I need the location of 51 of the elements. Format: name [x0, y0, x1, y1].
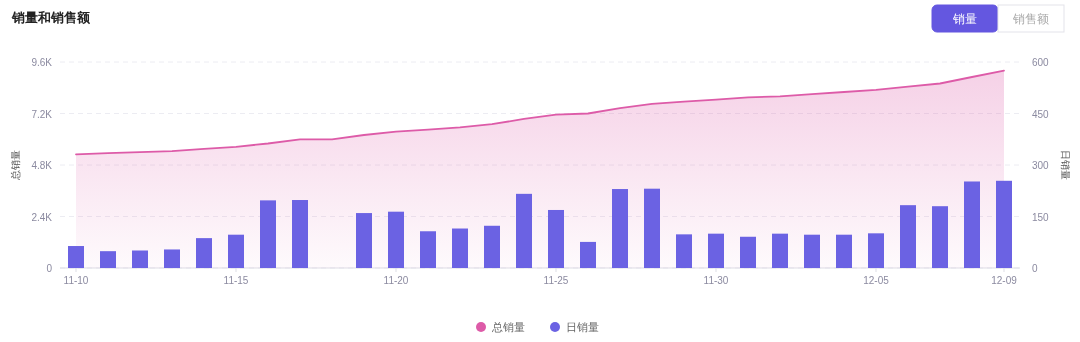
- bar: [452, 228, 468, 268]
- bar: [804, 234, 820, 268]
- x-tick-label: 11-25: [543, 275, 569, 286]
- y-tick-label: 0: [46, 263, 53, 274]
- bar: [676, 234, 692, 268]
- y-tick-label: 4.8K: [31, 160, 53, 171]
- bar: [644, 188, 660, 268]
- bar: [772, 233, 788, 268]
- bar: [996, 180, 1012, 268]
- bar: [836, 234, 852, 268]
- legend-label: 总销量: [491, 321, 525, 333]
- bar: [100, 251, 116, 268]
- y2-tick-label: 0: [1032, 263, 1038, 274]
- y-tick-label: 2.4K: [31, 211, 53, 223]
- bar: [68, 246, 84, 268]
- bar: [484, 225, 500, 268]
- bar: [868, 233, 884, 268]
- x-tick-label: 12-09: [991, 275, 1018, 286]
- bar: [228, 234, 244, 268]
- bar: [196, 238, 212, 268]
- y2-tick-label: 300: [1032, 160, 1050, 171]
- bar: [420, 231, 436, 268]
- y2-axis-title: 日销量: [1060, 150, 1071, 180]
- bar: [580, 241, 596, 268]
- bar: [612, 189, 628, 268]
- x-tick-label: 11-15: [223, 275, 249, 286]
- x-tick-label: 11-10: [63, 275, 89, 286]
- bar: [356, 213, 372, 268]
- y-tick-label: 9.6K: [31, 57, 53, 68]
- bar: [292, 200, 308, 268]
- bar: [516, 193, 532, 268]
- y2-tick-label: 450: [1032, 108, 1050, 120]
- y2-tick-label: 600: [1032, 57, 1050, 68]
- x-tick-label: 11-20: [383, 275, 409, 286]
- x-tick-label: 11-30: [703, 275, 729, 286]
- bar: [260, 200, 276, 268]
- bar: [388, 211, 404, 268]
- bar: [964, 181, 980, 268]
- bar: [548, 209, 564, 268]
- bar: [900, 205, 916, 268]
- chart-title: 销量和销售额: [11, 10, 91, 25]
- y-axis-title: 总销量: [10, 150, 21, 181]
- legend-label: 日销量: [566, 321, 599, 333]
- bar: [708, 233, 724, 268]
- y-tick-label: 7.2K: [31, 108, 53, 120]
- y2-tick-label: 150: [1032, 211, 1050, 223]
- bar: [740, 236, 756, 268]
- bar: [932, 206, 948, 268]
- bar: [132, 250, 148, 268]
- bar: [164, 249, 180, 268]
- x-tick-label: 12-05: [863, 275, 890, 286]
